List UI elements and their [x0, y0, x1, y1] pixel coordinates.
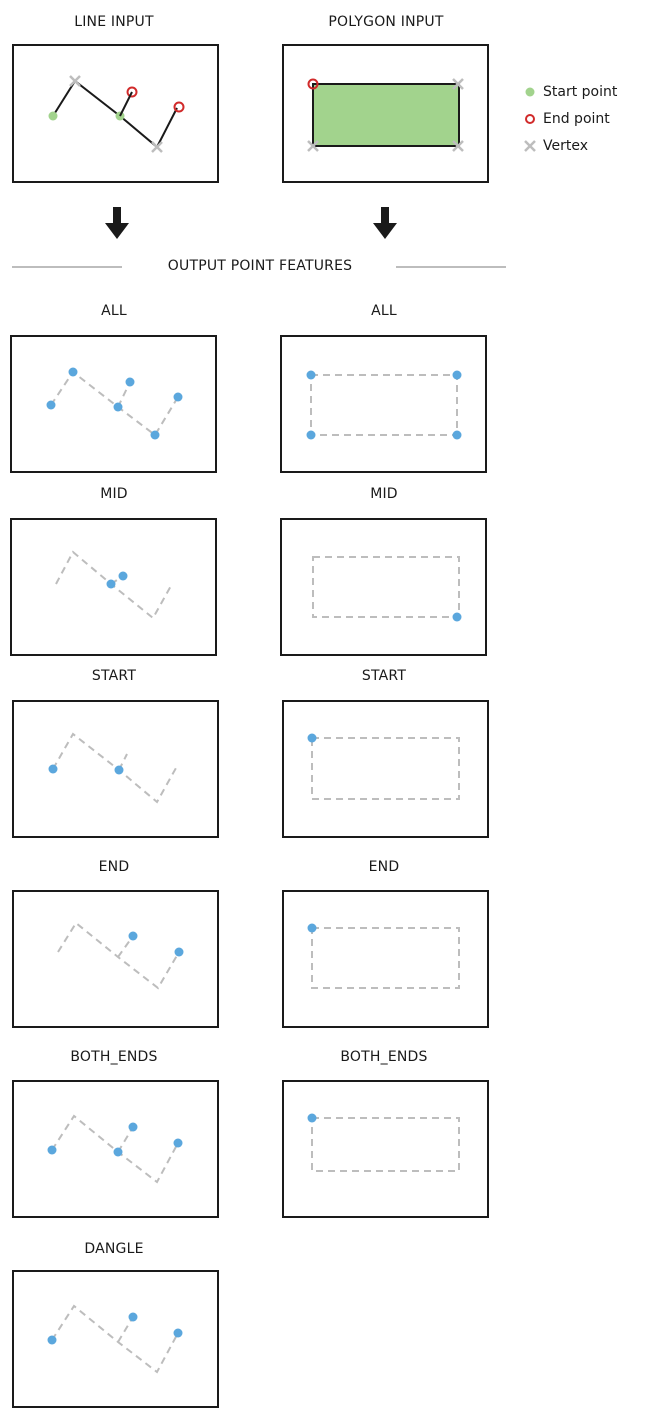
legend: Start point End point Vertex: [524, 78, 617, 159]
output-point: [125, 377, 135, 387]
line-output-panel: [10, 518, 217, 656]
legend-start-label: Start point: [543, 83, 618, 100]
output-label-left: DANGLE: [84, 1241, 144, 1257]
output-point: [306, 430, 316, 440]
output-label-right: BOTH_ENDS: [340, 1049, 428, 1065]
output-point: [173, 392, 183, 402]
output-label-right: ALL: [371, 303, 397, 319]
legend-vertex: Vertex: [524, 132, 617, 159]
polygon-input-title: POLYGON INPUT: [328, 14, 444, 30]
polygon-output-panel: [282, 700, 489, 838]
output-point: [128, 931, 138, 941]
output-point: [306, 370, 316, 380]
output-point: [113, 1147, 123, 1157]
line-end-point: [173, 101, 185, 113]
output-point: [113, 402, 123, 412]
output-point: [128, 1312, 138, 1322]
section-title: OUTPUT POINT FEATURES: [167, 258, 353, 274]
output-point: [47, 1145, 57, 1155]
output-label-left: END: [98, 859, 130, 875]
output-point: [452, 370, 462, 380]
output-point: [47, 1335, 57, 1345]
polygon-output-panel: [282, 1080, 489, 1218]
legend-vertex-label: Vertex: [543, 137, 589, 154]
legend-start: Start point: [524, 78, 617, 105]
line-output-panel: [12, 700, 219, 838]
divider-right: [396, 266, 506, 268]
line-end-point: [126, 86, 138, 98]
line-start-point: [48, 111, 58, 121]
output-label-right: END: [368, 859, 400, 875]
polygon-end-point: [307, 78, 319, 90]
line-input-panel: [12, 44, 219, 183]
output-point: [68, 367, 78, 377]
output-point: [128, 1122, 138, 1132]
output-label-left: ALL: [101, 303, 127, 319]
line-output-panel: [10, 335, 217, 473]
output-label-right: START: [361, 668, 407, 684]
polygon-output-panel: [282, 890, 489, 1028]
legend-end: End point: [524, 105, 617, 132]
output-point: [150, 430, 160, 440]
output-point: [173, 1138, 183, 1148]
polygon-output-panel: [280, 518, 487, 656]
output-label-left: BOTH_ENDS: [70, 1049, 158, 1065]
vertex-icon: [524, 139, 536, 152]
end-point-icon: [525, 113, 535, 124]
output-point: [173, 1328, 183, 1338]
start-point-icon: [525, 87, 535, 96]
output-point: [118, 571, 128, 581]
output-point: [48, 764, 58, 774]
divider-left: [12, 266, 122, 268]
output-point: [174, 947, 184, 957]
line-input-title: LINE INPUT: [74, 14, 154, 30]
line-output-panel: [12, 1080, 219, 1218]
down-arrow-icon: [105, 207, 129, 239]
output-point: [106, 579, 116, 589]
line-output-panel: [12, 890, 219, 1028]
output-label-left: START: [91, 668, 137, 684]
output-point: [452, 430, 462, 440]
output-point: [307, 923, 317, 933]
output-label-left: MID: [100, 486, 128, 502]
polygon-output-panel: [280, 335, 487, 473]
down-arrow-icon: [373, 207, 397, 239]
legend-end-label: End point: [543, 110, 610, 127]
output-point: [307, 1113, 317, 1123]
output-label-right: MID: [370, 486, 398, 502]
line-vertex-marker: [69, 75, 163, 153]
polygon-vertex-marker: [307, 78, 464, 152]
line-output-panel: [12, 1270, 219, 1408]
output-point: [114, 765, 124, 775]
polygon-input-panel: [282, 44, 489, 183]
output-point: [46, 400, 56, 410]
output-point: [452, 612, 462, 622]
output-point: [307, 733, 317, 743]
